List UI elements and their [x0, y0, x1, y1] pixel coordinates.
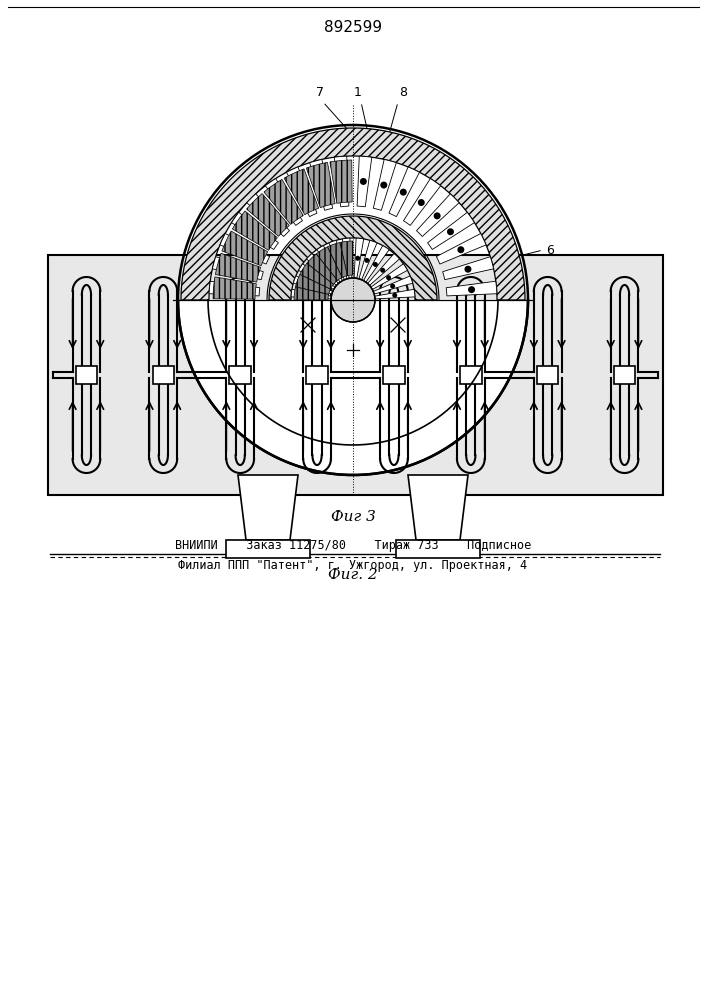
Polygon shape — [368, 254, 399, 285]
Polygon shape — [220, 234, 269, 264]
Polygon shape — [247, 194, 289, 236]
Text: Фиг. 2: Фиг. 2 — [328, 568, 378, 582]
Polygon shape — [443, 257, 493, 280]
Polygon shape — [316, 247, 342, 280]
Circle shape — [457, 246, 464, 253]
Polygon shape — [331, 278, 375, 300]
Polygon shape — [416, 194, 459, 236]
Polygon shape — [359, 240, 377, 280]
Bar — [153, 366, 174, 384]
Polygon shape — [213, 277, 257, 299]
Polygon shape — [265, 179, 303, 225]
Polygon shape — [294, 287, 329, 300]
Bar — [383, 366, 404, 384]
Polygon shape — [226, 540, 310, 558]
Bar — [48, 255, 663, 495]
Polygon shape — [181, 128, 525, 300]
Text: Филиал ППП "Патент", г. Ужгород, ул. Проектная, 4: Филиал ППП "Патент", г. Ужгород, ул. Про… — [178, 558, 527, 572]
Polygon shape — [298, 264, 335, 289]
Polygon shape — [436, 234, 486, 264]
Polygon shape — [373, 276, 413, 294]
Circle shape — [380, 268, 385, 273]
Polygon shape — [310, 159, 333, 210]
Polygon shape — [284, 169, 319, 215]
Bar — [460, 366, 481, 384]
Polygon shape — [357, 156, 372, 207]
Polygon shape — [371, 264, 407, 289]
Circle shape — [392, 293, 397, 298]
Polygon shape — [307, 254, 337, 284]
Polygon shape — [327, 242, 347, 277]
Circle shape — [331, 278, 375, 322]
Text: 1: 1 — [354, 86, 362, 99]
Text: 892599: 892599 — [324, 20, 382, 35]
Text: 7: 7 — [316, 86, 324, 99]
Circle shape — [464, 266, 472, 273]
Polygon shape — [329, 240, 347, 280]
Polygon shape — [306, 162, 335, 208]
Polygon shape — [264, 179, 303, 224]
Text: 6: 6 — [546, 243, 554, 256]
Polygon shape — [317, 246, 342, 282]
Circle shape — [380, 182, 387, 189]
Circle shape — [360, 178, 367, 185]
Polygon shape — [330, 160, 352, 203]
Polygon shape — [363, 246, 389, 282]
Polygon shape — [286, 167, 317, 217]
Polygon shape — [446, 281, 497, 296]
Circle shape — [364, 258, 369, 263]
Polygon shape — [354, 238, 363, 278]
Polygon shape — [212, 257, 263, 280]
Polygon shape — [300, 263, 334, 289]
Polygon shape — [296, 274, 330, 294]
Polygon shape — [408, 475, 468, 540]
Circle shape — [399, 189, 407, 196]
Polygon shape — [178, 300, 528, 475]
Polygon shape — [238, 475, 298, 540]
Polygon shape — [247, 194, 289, 236]
Polygon shape — [293, 276, 333, 294]
Bar — [229, 366, 251, 384]
Polygon shape — [396, 540, 480, 558]
Polygon shape — [373, 159, 397, 210]
Circle shape — [468, 286, 475, 293]
Polygon shape — [340, 241, 353, 276]
Circle shape — [418, 199, 425, 206]
Polygon shape — [269, 216, 437, 300]
Circle shape — [386, 275, 391, 280]
Polygon shape — [291, 289, 332, 299]
Text: Фиг 3: Фиг 3 — [331, 510, 375, 524]
Polygon shape — [233, 211, 277, 250]
Polygon shape — [375, 289, 415, 299]
Text: 8: 8 — [399, 86, 407, 99]
Polygon shape — [389, 167, 419, 217]
Polygon shape — [428, 212, 474, 249]
Polygon shape — [232, 212, 279, 249]
Polygon shape — [334, 156, 349, 207]
Bar — [537, 366, 559, 384]
Bar — [306, 366, 328, 384]
Polygon shape — [222, 231, 268, 266]
Bar — [76, 366, 98, 384]
Polygon shape — [342, 238, 352, 278]
Polygon shape — [209, 281, 259, 296]
Polygon shape — [404, 179, 440, 225]
Circle shape — [373, 262, 378, 267]
Text: ВНИИПИ    Заказ 11275/80    Тираж 733    Подписное: ВНИИПИ Заказ 11275/80 Тираж 733 Подписно… — [175, 538, 531, 552]
Circle shape — [355, 256, 360, 261]
Circle shape — [447, 228, 454, 235]
Circle shape — [433, 212, 440, 219]
Polygon shape — [307, 254, 339, 285]
Bar — [614, 366, 636, 384]
Circle shape — [390, 284, 395, 289]
Polygon shape — [216, 253, 261, 282]
